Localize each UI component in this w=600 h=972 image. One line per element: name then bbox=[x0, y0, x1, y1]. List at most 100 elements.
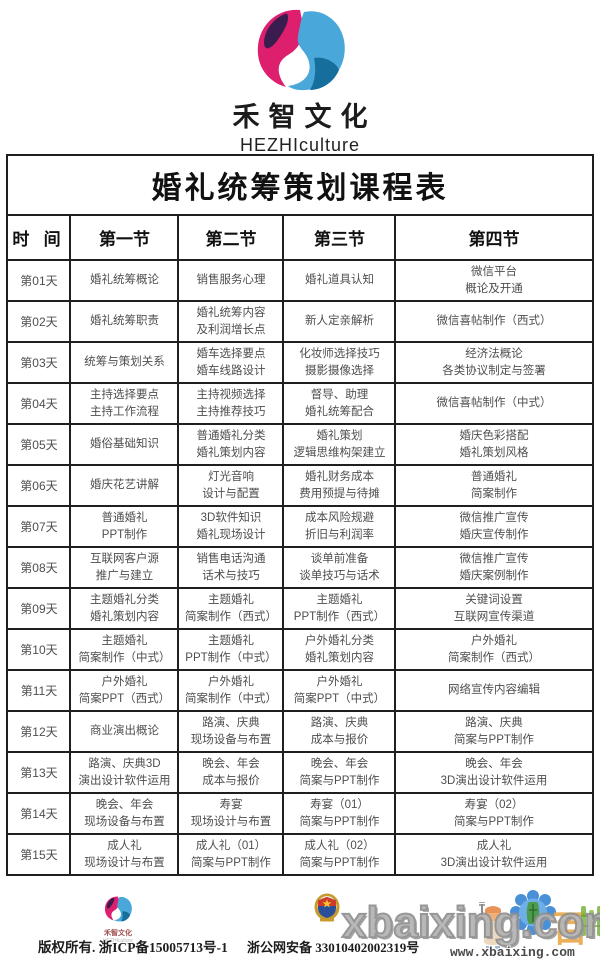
lesson-cell: 普通婚礼分类 婚礼策划内容 bbox=[177, 423, 285, 466]
lesson-cell: 互联网客户源 推广与建立 bbox=[69, 546, 180, 589]
lesson-cell: 成人礼（01） 简案与PPT制作 bbox=[177, 833, 285, 876]
lesson-cell: 寿宴（01） 简案与PPT制作 bbox=[282, 792, 397, 835]
table-row: 第14天 晚会、年会 现场设备与布置 寿宴 现场设计与布置 寿宴（01） 简案与PPT… bbox=[6, 792, 594, 835]
lesson-cell: 户外婚礼 简案制作（西式） bbox=[394, 628, 594, 671]
lesson-cell: 路演、庆典 成本与报价 bbox=[282, 710, 397, 753]
lesson-cell: 统筹与策划关系 bbox=[69, 341, 180, 384]
table-row: 第03天 统筹与策划关系 婚车选择要点 婚车线路设计 化妆师选择技巧 摄影摄像选择 经济… bbox=[6, 341, 594, 384]
table-row: 第11天 户外婚礼 简案PPT（西式） 户外婚礼 简案制作（中式） 户外婚礼 简案PP… bbox=[6, 669, 594, 712]
header-session-4: 第四节 bbox=[394, 214, 594, 261]
table-row: 第13天 路演、庆典3D 演出设计软件运用 晚会、年会 成本与报价 晚会、年会 简案与… bbox=[6, 751, 594, 794]
table-row: 第04天 主持选择要点 主持工作流程 主持视频选择 主持推荐技巧 督导、助理 婚礼统筹… bbox=[6, 382, 594, 425]
lesson-cell: 婚庆色彩搭配 婚礼策划风格 bbox=[394, 423, 594, 466]
lesson-cell: 婚礼策划 逻辑思维构架建立 bbox=[282, 423, 397, 466]
lesson-cell: 微信喜帖制作（中式） bbox=[394, 382, 594, 425]
lesson-cell: 主持视频选择 主持推荐技巧 bbox=[177, 382, 285, 425]
day-label: 第02天 bbox=[6, 300, 72, 343]
lesson-cell: 化妆师选择技巧 摄影摄像选择 bbox=[282, 341, 397, 384]
table-header-row: 时 间 第一节 第二节 第三节 第四节 bbox=[6, 214, 594, 261]
table-row: 第06天 婚庆花艺讲解 灯光音响 设计与配置 婚礼财务成本 费用预提与待摊 普通婚礼 简… bbox=[6, 464, 594, 507]
day-label: 第01天 bbox=[6, 259, 72, 302]
brand-name: 禾智文化 bbox=[232, 102, 377, 132]
lesson-cell: 销售服务心理 bbox=[177, 259, 285, 302]
course-schedule-table: 婚礼统筹策划课程表 时 间 第一节 第二节 第三节 第四节 第01天 婚礼统筹概论… bbox=[6, 154, 594, 876]
lesson-cell: 微信推广宣传 婚庆案例制作 bbox=[394, 546, 594, 589]
day-label: 第06天 bbox=[6, 464, 72, 507]
header-session-2: 第二节 bbox=[177, 214, 285, 261]
lesson-cell: 婚车选择要点 婚车线路设计 bbox=[177, 341, 285, 384]
lesson-cell: 微信平台 概论及开通 bbox=[394, 259, 594, 302]
lesson-cell: 主题婚礼 PPT制作（西式） bbox=[282, 587, 397, 630]
baixing-mascot-graphic: 百 bbox=[470, 888, 600, 964]
day-label: 第10天 bbox=[6, 628, 72, 671]
flower-badge-icon bbox=[510, 890, 556, 935]
lesson-cell: 谈单前准备 谈单技巧与话术 bbox=[282, 546, 397, 589]
lesson-cell: 路演、庆典3D 演出设计软件运用 bbox=[69, 751, 180, 794]
brand-header: 禾智文化 HEZHIculture bbox=[0, 0, 600, 155]
lesson-cell: 关键词设置 互联网宣传渠道 bbox=[394, 587, 594, 630]
lesson-cell: 晚会、年会 3D演出设计软件运用 bbox=[394, 751, 594, 794]
lesson-cell: 主题婚礼 简案制作（西式） bbox=[177, 587, 285, 630]
lesson-cell: 成本风险规避 折旧与利润率 bbox=[282, 505, 397, 548]
lesson-cell: 婚礼统筹职责 bbox=[69, 300, 180, 343]
lesson-cell: 路演、庆典 现场设备与布置 bbox=[177, 710, 285, 753]
table-row: 第07天 普通婚礼 PPT制作 3D软件知识 婚礼现场设计 成本风险规避 折旧与利润率… bbox=[6, 505, 594, 548]
lesson-cell: 普通婚礼 简案制作 bbox=[394, 464, 594, 507]
lesson-cell: 督导、助理 婚礼统筹配合 bbox=[282, 382, 397, 425]
lesson-cell: 主题婚礼 简案制作（中式） bbox=[69, 628, 180, 671]
day-label: 第03天 bbox=[6, 341, 72, 384]
lesson-cell: 主题婚礼分类 婚礼策划内容 bbox=[69, 587, 180, 630]
table-row: 第12天 商业演出概论 路演、庆典 现场设备与布置 路演、庆典 成本与报价 路演、庆典 … bbox=[6, 710, 594, 753]
table-row: 第10天 主题婚礼 简案制作（中式） 主题婚礼 PPT制作（中式） 户外婚礼分类 婚礼… bbox=[6, 628, 594, 671]
day-label: 第07天 bbox=[6, 505, 72, 548]
table-title: 婚礼统筹策划课程表 bbox=[6, 154, 594, 216]
lesson-cell: 微信喜帖制作（西式） bbox=[394, 300, 594, 343]
lesson-cell: 晚会、年会 简案与PPT制作 bbox=[282, 751, 397, 794]
header-session-3: 第三节 bbox=[282, 214, 397, 261]
lesson-cell: 婚礼道具认知 bbox=[282, 259, 397, 302]
lesson-cell: 晚会、年会 现场设备与布置 bbox=[69, 792, 180, 835]
lesson-cell: 普通婚礼 PPT制作 bbox=[69, 505, 180, 548]
lesson-cell: 成人礼（02） 简案与PPT制作 bbox=[282, 833, 397, 876]
day-label: 第05天 bbox=[6, 423, 72, 466]
day-label: 第11天 bbox=[6, 669, 72, 712]
lesson-cell: 户外婚礼 简案PPT（西式） bbox=[69, 669, 180, 712]
hezhi-logo-icon bbox=[257, 9, 345, 91]
day-label: 第04天 bbox=[6, 382, 72, 425]
footer-brand-name: 禾智文化 bbox=[104, 930, 132, 937]
day-label: 第15天 bbox=[6, 833, 72, 876]
xbaixing-watermark-text: xbaixing.com bbox=[341, 897, 600, 948]
footer: 禾智文化 HEZHIculture 版权所有. 浙ICP备15005713号-1… bbox=[0, 888, 600, 972]
lesson-cell: 商业演出概论 bbox=[69, 710, 180, 753]
lesson-cell: 户外婚礼 简案PPT（中式） bbox=[282, 669, 397, 712]
lesson-cell: 成人礼 现场设计与布置 bbox=[69, 833, 180, 876]
header-time: 时 间 bbox=[6, 214, 72, 261]
bamboo-icon bbox=[581, 906, 600, 936]
lesson-cell: 主题婚礼 PPT制作（中式） bbox=[177, 628, 285, 671]
lesson-cell: 销售电话沟通 话术与技巧 bbox=[177, 546, 285, 589]
lesson-cell: 寿宴（02） 简案与PPT制作 bbox=[394, 792, 594, 835]
table-row: 第02天 婚礼统筹职责 婚礼统筹内容 及利润增长点 新人定亲解析 微信喜帖制作（西式） bbox=[6, 300, 594, 343]
table-row: 第08天 互联网客户源 推广与建立 销售电话沟通 话术与技巧 谈单前准备 谈单技巧与话… bbox=[6, 546, 594, 589]
lesson-cell: 婚俗基础知识 bbox=[69, 423, 180, 466]
footer-brand-name-en: HEZHIculture bbox=[102, 938, 133, 944]
lesson-cell: 灯光音响 设计与配置 bbox=[177, 464, 285, 507]
footer-brand: 禾智文化 HEZHIculture bbox=[88, 896, 148, 944]
table-title-row: 婚礼统筹策划课程表 bbox=[6, 154, 594, 216]
lesson-cell: 婚礼统筹概论 bbox=[69, 259, 180, 302]
brand-name-en: HEZHIculture bbox=[239, 135, 361, 155]
chef-mascot-icon bbox=[479, 902, 502, 951]
table-row: 第15天 成人礼 现场设计与布置 成人礼（01） 简案与PPT制作 成人礼（02） 简… bbox=[6, 833, 594, 876]
table-row: 第05天 婚俗基础知识 普通婚礼分类 婚礼策划内容 婚礼策划 逻辑思维构架建立 婚庆色彩… bbox=[6, 423, 594, 466]
header-session-1: 第一节 bbox=[69, 214, 180, 261]
lesson-cell: 婚庆花艺讲解 bbox=[69, 464, 180, 507]
table-row: 第09天 主题婚礼分类 婚礼策划内容 主题婚礼 简案制作（西式） 主题婚礼 PPT制作… bbox=[6, 587, 594, 630]
lesson-cell: 3D软件知识 婚礼现场设计 bbox=[177, 505, 285, 548]
day-label: 第09天 bbox=[6, 587, 72, 630]
day-label: 第14天 bbox=[6, 792, 72, 835]
day-label: 第08天 bbox=[6, 546, 72, 589]
police-filing-text: 浙公网安备 33010402002319号 bbox=[247, 940, 420, 955]
lesson-cell: 主持选择要点 主持工作流程 bbox=[69, 382, 180, 425]
lesson-cell: 寿宴 现场设计与布置 bbox=[177, 792, 285, 835]
xbaixing-url-text: www.xbaixing.com bbox=[450, 945, 575, 960]
